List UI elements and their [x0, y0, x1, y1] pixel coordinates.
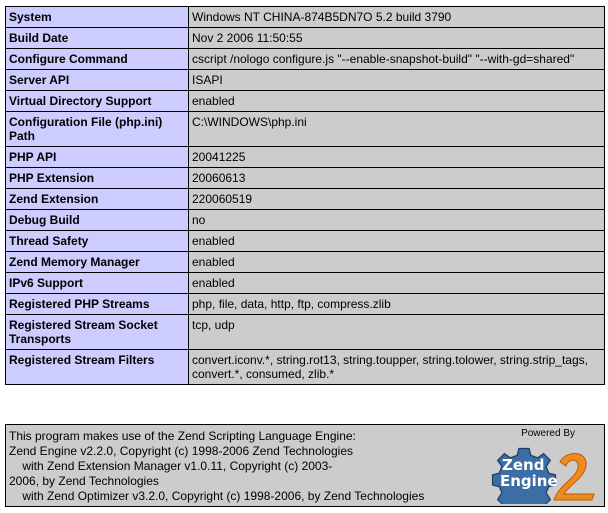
info-label: IPv6 Support	[5, 272, 189, 294]
info-label: System	[5, 6, 189, 28]
info-value: php, file, data, http, ftp, compress.zli…	[188, 293, 605, 315]
info-row: Configuration File (php.ini) Path C:\WIND…	[5, 111, 605, 147]
info-row: Thread Safety enabled	[5, 230, 605, 252]
info-label: Configure Command	[5, 48, 189, 70]
php-info-table: System Windows NT CHINA-874B5DN7O 5.2 bui…	[5, 6, 605, 385]
info-label: Virtual Directory Support	[5, 90, 189, 112]
info-label: Registered Stream Filters	[5, 349, 189, 385]
info-value: enabled	[188, 90, 605, 112]
info-value: convert.iconv.*, string.rot13, string.to…	[188, 349, 605, 385]
info-value: cscript /nologo configure.js "--enable-s…	[188, 48, 605, 70]
zend-credits-box: This program makes use of the Zend Scrip…	[5, 424, 605, 507]
info-row: Registered PHP Streams php, file, data, h…	[5, 293, 605, 315]
info-label: PHP Extension	[5, 167, 189, 189]
info-value: 20060613	[188, 167, 605, 189]
credits-line: This program makes use of the Zend Scrip…	[9, 429, 356, 443]
info-value: enabled	[188, 230, 605, 252]
info-value: C:\WINDOWS\php.ini	[188, 111, 605, 147]
svg-text:Engine: Engine	[500, 472, 558, 490]
info-row: Virtual Directory Support enabled	[5, 90, 605, 112]
info-row: Build Date Nov 2 2006 11:50:55	[5, 27, 605, 49]
info-value: 20041225	[188, 146, 605, 168]
info-label: Configuration File (php.ini) Path	[5, 111, 189, 147]
info-row: Registered Stream Socket Transports tcp, …	[5, 314, 605, 350]
zend-engine-logo[interactable]: Powered By Zend Engine	[488, 428, 600, 507]
info-value: no	[188, 209, 605, 231]
info-row: PHP API 20041225	[5, 146, 605, 168]
svg-text:Zend: Zend	[502, 456, 544, 474]
info-row: PHP Extension 20060613	[5, 167, 605, 189]
credits-text: This program makes use of the Zend Scrip…	[9, 429, 424, 504]
info-value: ISAPI	[188, 69, 605, 91]
info-value: 220060519	[188, 188, 605, 210]
info-row: Server API ISAPI	[5, 69, 605, 91]
info-label: PHP API	[5, 146, 189, 168]
info-row: Configure Command cscript /nologo configu…	[5, 48, 605, 70]
info-label: Registered PHP Streams	[5, 293, 189, 315]
credits-line: with Zend Extension Manager v1.0.11, Cop…	[9, 459, 333, 473]
info-value: enabled	[188, 251, 605, 273]
info-label: Debug Build	[5, 209, 189, 231]
info-row: Zend Extension 220060519	[5, 188, 605, 210]
info-label: Zend Memory Manager	[5, 251, 189, 273]
info-row: System Windows NT CHINA-874B5DN7O 5.2 bui…	[5, 6, 605, 28]
info-label: Build Date	[5, 27, 189, 49]
credits-line: with Zend Optimizer v3.2.0, Copyright (c…	[9, 489, 425, 503]
info-row: Registered Stream Filters convert.iconv.*…	[5, 349, 605, 385]
info-label: Registered Stream Socket Transports	[5, 314, 189, 350]
info-value: Windows NT CHINA-874B5DN7O 5.2 build 379…	[188, 6, 605, 28]
info-row: Debug Build no	[5, 209, 605, 231]
info-value: enabled	[188, 272, 605, 294]
info-label: Thread Safety	[5, 230, 189, 252]
info-row: Zend Memory Manager enabled	[5, 251, 605, 273]
info-label: Server API	[5, 69, 189, 91]
info-value: Nov 2 2006 11:50:55	[188, 27, 605, 49]
credits-line: Zend Engine v2.2.0, Copyright (c) 1998-2…	[9, 444, 353, 458]
powered-by-label: Powered By	[521, 428, 575, 439]
info-value: tcp, udp	[188, 314, 605, 350]
info-label: Zend Extension	[5, 188, 189, 210]
credits-line: 2006, by Zend Technologies	[9, 474, 159, 488]
zend-gear-icon: Zend Engine	[491, 447, 595, 507]
info-row: IPv6 Support enabled	[5, 272, 605, 294]
